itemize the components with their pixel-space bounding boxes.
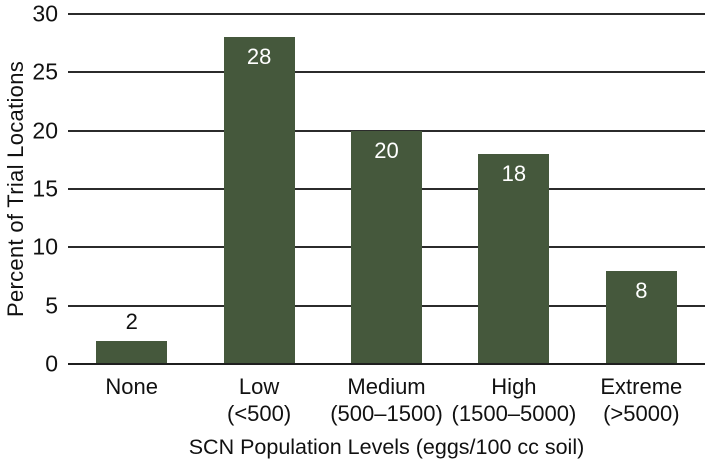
y-tick-label: 15 <box>32 175 58 202</box>
bar-extreme: 8 <box>605 270 677 364</box>
value-label: 18 <box>501 161 527 186</box>
y-tick-label: 30 <box>32 0 58 27</box>
value-label: 2 <box>125 308 138 334</box>
y-tick-label: 0 <box>45 350 58 377</box>
bars: 2 28 20 18 8 <box>68 14 705 364</box>
category-range: (>5000) <box>603 401 680 426</box>
x-tick-label: Low (<500) <box>195 373 322 427</box>
x-tick-label: Medium (500–1500) <box>323 373 450 427</box>
category-name: None <box>105 374 158 399</box>
category-name: High <box>491 374 537 399</box>
bar-slot: 2 <box>68 14 195 364</box>
value-label: 8 <box>635 277 648 303</box>
x-tick-labels: None Low (<500) Medium (500–1500) High (1500–5… <box>68 373 705 427</box>
y-tick-label: 5 <box>45 292 58 319</box>
x-tick-label: High (1500–5000) <box>450 373 577 427</box>
bar-medium: 20 <box>351 130 423 364</box>
x-tick-label: Extreme (>5000) <box>578 373 705 427</box>
x-axis-line <box>68 363 705 365</box>
category-range: (<500) <box>227 401 292 426</box>
gridline <box>68 13 705 15</box>
category-range: (500–1500) <box>330 401 443 426</box>
bar-low: 28 <box>223 37 295 364</box>
bar-none: 2 <box>96 310 168 364</box>
category-name: Low <box>238 374 280 399</box>
y-tick-label: 25 <box>32 58 58 85</box>
bar-slot: 20 <box>323 14 450 364</box>
bar-slot: 18 <box>450 14 577 364</box>
plot-area: 2 28 20 18 8 <box>68 13 705 365</box>
category-name: Extreme <box>600 374 683 399</box>
category-name: Medium <box>347 374 426 399</box>
bar-slot: 8 <box>578 14 705 364</box>
value-label: 20 <box>374 137 399 163</box>
bar-high: 18 <box>478 154 550 364</box>
value-label: 28 <box>246 44 272 70</box>
y-tick-labels: 0 5 10 15 20 25 30 <box>0 2 58 375</box>
y-tick-label: 20 <box>32 117 58 144</box>
category-range: (1500–5000) <box>451 401 577 426</box>
gridline <box>68 71 705 74</box>
y-tick-label: 10 <box>32 233 58 260</box>
x-axis-title: SCN Population Levels (eggs/100 cc soil) <box>188 435 585 459</box>
bar-slot: 28 <box>195 14 322 364</box>
x-tick-label: None <box>68 373 195 427</box>
